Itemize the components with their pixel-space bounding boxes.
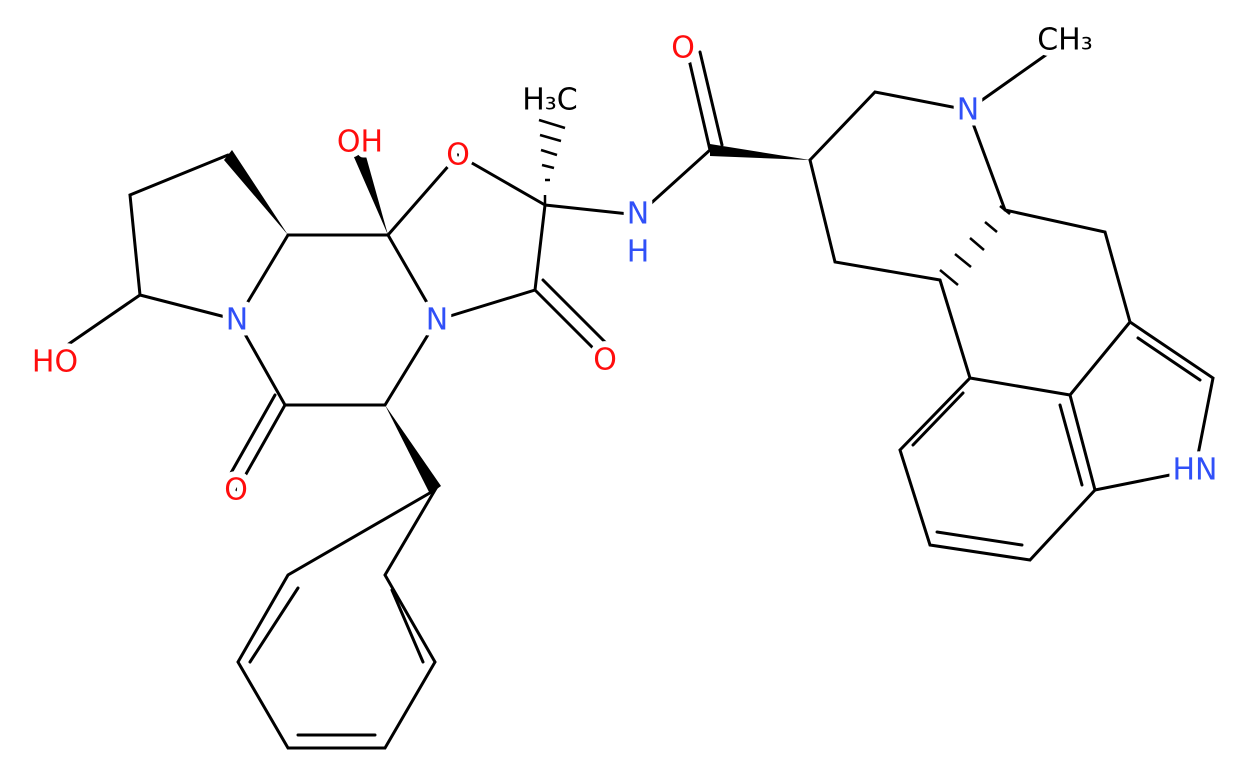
double-bond — [248, 586, 425, 737]
atom-label: OH — [337, 125, 383, 160]
wedge-bond — [710, 144, 810, 160]
atom-label: HO — [32, 345, 78, 380]
atom-label: N — [426, 303, 448, 338]
bond — [128, 153, 290, 322]
atom-label: O — [593, 343, 617, 378]
atom-label: O — [224, 473, 248, 508]
double-bond — [225, 393, 287, 492]
double-bond — [911, 391, 1084, 547]
atom-label: H — [627, 235, 650, 270]
wedge-bond — [350, 142, 388, 235]
double-bond — [1136, 336, 1202, 382]
atom-label: O — [671, 31, 695, 66]
wedge-bond — [385, 405, 441, 494]
atom-label: CH₃ — [1037, 23, 1093, 58]
hashed-bond — [538, 118, 566, 205]
bonds — [58, 43, 1215, 750]
atom-label: HN — [1173, 453, 1218, 488]
bond — [898, 278, 1097, 562]
bond — [808, 90, 1215, 492]
wedge-bond — [224, 150, 288, 235]
bond — [966, 43, 1062, 112]
bond — [386, 153, 547, 322]
atom-label: H₃C — [522, 83, 578, 118]
hashed-bond — [939, 205, 1011, 286]
bond — [808, 158, 942, 282]
bond — [636, 50, 724, 217]
bond — [58, 293, 142, 352]
double-bond — [533, 278, 610, 357]
bond — [235, 233, 439, 407]
bond — [543, 203, 640, 217]
atom-label: N — [627, 197, 649, 232]
atom-label: N — [957, 93, 979, 128]
atom-label: N — [226, 303, 248, 338]
atom-label: O — [446, 138, 470, 173]
